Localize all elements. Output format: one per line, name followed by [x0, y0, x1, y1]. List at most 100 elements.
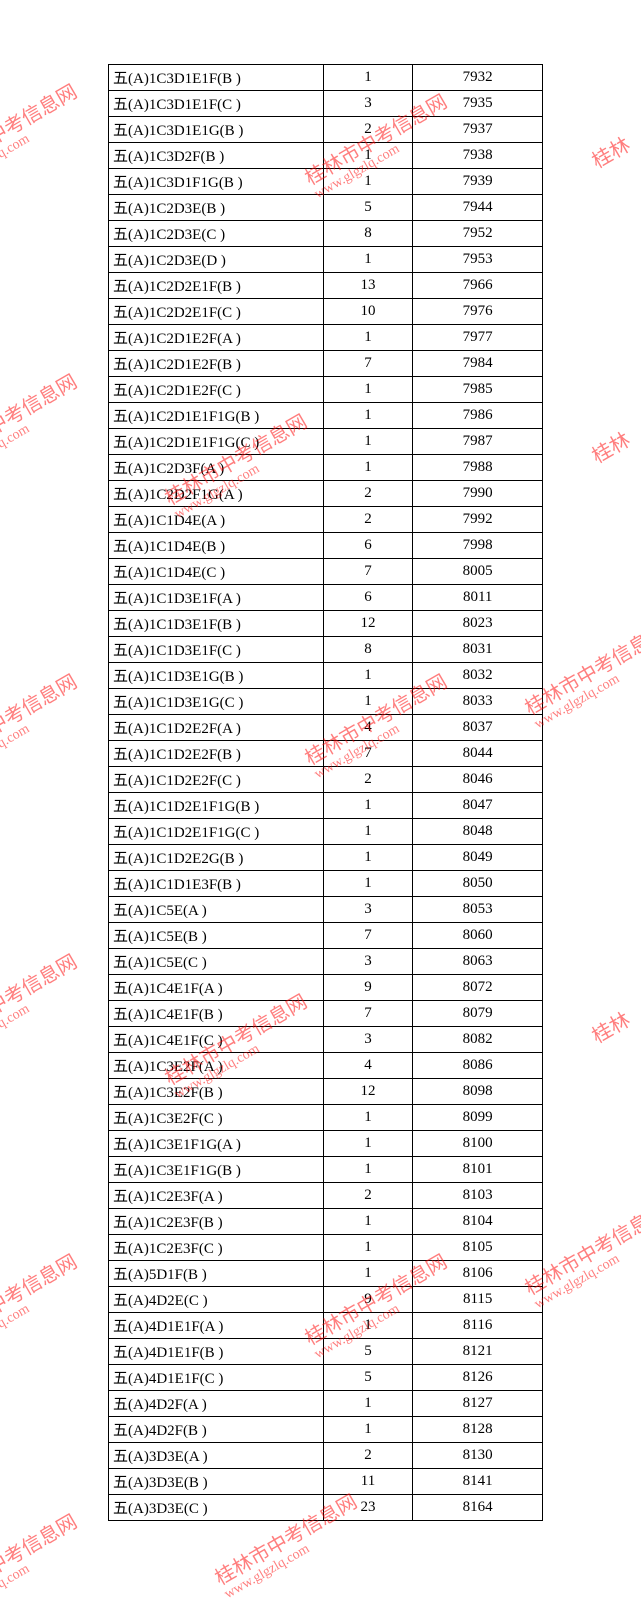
- cumulative-cell: 8130: [413, 1443, 543, 1469]
- score-code-cell: 五(A)1C1D3E1F(C ): [109, 637, 324, 663]
- table-row: 五(A)1C1D4E(A )27992: [109, 507, 543, 533]
- table-row: 五(A)3D3E(C )238164: [109, 1495, 543, 1521]
- count-cell: 7: [323, 559, 413, 585]
- table-row: 五(A)4D1E1F(B )58121: [109, 1339, 543, 1365]
- count-cell: 1: [323, 247, 413, 273]
- cumulative-cell: 8044: [413, 741, 543, 767]
- count-cell: 5: [323, 1365, 413, 1391]
- count-cell: 3: [323, 1027, 413, 1053]
- score-code-cell: 五(A)3D3E(A ): [109, 1443, 324, 1469]
- score-code-cell: 五(A)1C1D3E1G(C ): [109, 689, 324, 715]
- watermark: 桂林市中考信息网www.glgzlq.com: [0, 76, 89, 193]
- score-code-cell: 五(A)4D1E1F(C ): [109, 1365, 324, 1391]
- score-code-cell: 五(A)1C2D2E1F(C ): [109, 299, 324, 325]
- table-row: 五(A)1C2D2F1G(A )27990: [109, 481, 543, 507]
- count-cell: 12: [323, 1079, 413, 1105]
- score-code-cell: 五(A)4D1E1F(A ): [109, 1313, 324, 1339]
- watermark: 桂林市中考信息网www.glgzlq.com: [0, 366, 89, 483]
- cumulative-cell: 7932: [413, 65, 543, 91]
- cumulative-cell: 8082: [413, 1027, 543, 1053]
- cumulative-cell: 8141: [413, 1469, 543, 1495]
- score-code-cell: 五(A)1C1D3E1F(A ): [109, 585, 324, 611]
- table-row: 五(A)1C2D1E2F(C )17985: [109, 377, 543, 403]
- score-code-cell: 五(A)1C2D1E1F1G(C ): [109, 429, 324, 455]
- count-cell: 1: [323, 1131, 413, 1157]
- cumulative-cell: 8063: [413, 949, 543, 975]
- watermark: 桂林市中考信息网www.glgzlq.com: [0, 1506, 89, 1623]
- score-code-cell: 五(A)1C5E(C ): [109, 949, 324, 975]
- count-cell: 1: [323, 1261, 413, 1287]
- count-cell: 1: [323, 1313, 413, 1339]
- count-cell: 9: [323, 1287, 413, 1313]
- score-code-cell: 五(A)1C1D4E(B ): [109, 533, 324, 559]
- cumulative-cell: 8086: [413, 1053, 543, 1079]
- cumulative-cell: 8047: [413, 793, 543, 819]
- table-row: 五(A)1C4E1F(A )98072: [109, 975, 543, 1001]
- score-code-cell: 五(A)1C2D2F1G(A ): [109, 481, 324, 507]
- count-cell: 1: [323, 429, 413, 455]
- count-cell: 13: [323, 273, 413, 299]
- score-code-cell: 五(A)1C2D1E2F(C ): [109, 377, 324, 403]
- count-cell: 8: [323, 221, 413, 247]
- cumulative-cell: 8046: [413, 767, 543, 793]
- score-code-cell: 五(A)1C2E3F(A ): [109, 1183, 324, 1209]
- cumulative-cell: 8005: [413, 559, 543, 585]
- count-cell: 1: [323, 1391, 413, 1417]
- count-cell: 3: [323, 949, 413, 975]
- score-code-cell: 五(A)1C3E2F(B ): [109, 1079, 324, 1105]
- count-cell: 1: [323, 169, 413, 195]
- table-row: 五(A)1C2D1E2F(B )77984: [109, 351, 543, 377]
- cumulative-cell: 8106: [413, 1261, 543, 1287]
- table-row: 五(A)1C2D1E1F1G(C )17987: [109, 429, 543, 455]
- score-code-cell: 五(A)1C1D2E1F1G(C ): [109, 819, 324, 845]
- cumulative-cell: 7966: [413, 273, 543, 299]
- count-cell: 3: [323, 91, 413, 117]
- table-row: 五(A)4D2E(C )98115: [109, 1287, 543, 1313]
- count-cell: 7: [323, 741, 413, 767]
- score-code-cell: 五(A)1C5E(B ): [109, 923, 324, 949]
- count-cell: 1: [323, 1417, 413, 1443]
- cumulative-cell: 8072: [413, 975, 543, 1001]
- table-row: 五(A)1C1D2E2F(C )28046: [109, 767, 543, 793]
- count-cell: 7: [323, 923, 413, 949]
- count-cell: 2: [323, 117, 413, 143]
- score-code-cell: 五(A)4D2F(B ): [109, 1417, 324, 1443]
- count-cell: 2: [323, 507, 413, 533]
- cumulative-cell: 8103: [413, 1183, 543, 1209]
- table-row: 五(A)1C2D3F(A )17988: [109, 455, 543, 481]
- cumulative-cell: 8032: [413, 663, 543, 689]
- score-code-cell: 五(A)1C2D2E1F(B ): [109, 273, 324, 299]
- cumulative-cell: 8104: [413, 1209, 543, 1235]
- table-row: 五(A)1C2D2E1F(B )137966: [109, 273, 543, 299]
- count-cell: 1: [323, 455, 413, 481]
- cumulative-cell: 7985: [413, 377, 543, 403]
- count-cell: 2: [323, 1443, 413, 1469]
- count-cell: 1: [323, 1157, 413, 1183]
- table-row: 五(A)1C1D3E1G(B )18032: [109, 663, 543, 689]
- score-code-cell: 五(A)1C3D1E1G(B ): [109, 117, 324, 143]
- table-row: 五(A)1C3E2F(C )18099: [109, 1105, 543, 1131]
- count-cell: 4: [323, 1053, 413, 1079]
- cumulative-cell: 7944: [413, 195, 543, 221]
- score-code-cell: 五(A)1C2D3E(B ): [109, 195, 324, 221]
- count-cell: 6: [323, 533, 413, 559]
- count-cell: 1: [323, 1105, 413, 1131]
- score-code-cell: 五(A)1C1D2E2F(B ): [109, 741, 324, 767]
- score-code-cell: 五(A)1C4E1F(A ): [109, 975, 324, 1001]
- cumulative-cell: 8033: [413, 689, 543, 715]
- count-cell: 23: [323, 1495, 413, 1521]
- table-row: 五(A)1C1D3E1F(A )68011: [109, 585, 543, 611]
- watermark: 桂林市中考信息网www.glgzlq.com: [0, 946, 89, 1063]
- watermark: 桂林市中考信息网www.glgzlq.com: [0, 666, 89, 783]
- cumulative-cell: 8115: [413, 1287, 543, 1313]
- count-cell: 1: [323, 663, 413, 689]
- cumulative-cell: 8105: [413, 1235, 543, 1261]
- table-row: 五(A)4D2F(B )18128: [109, 1417, 543, 1443]
- count-cell: 5: [323, 1339, 413, 1365]
- count-cell: 9: [323, 975, 413, 1001]
- cumulative-cell: 8098: [413, 1079, 543, 1105]
- count-cell: 1: [323, 403, 413, 429]
- count-cell: 7: [323, 1001, 413, 1027]
- score-code-cell: 五(A)1C2E3F(C ): [109, 1235, 324, 1261]
- score-code-cell: 五(A)1C1D2E2F(C ): [109, 767, 324, 793]
